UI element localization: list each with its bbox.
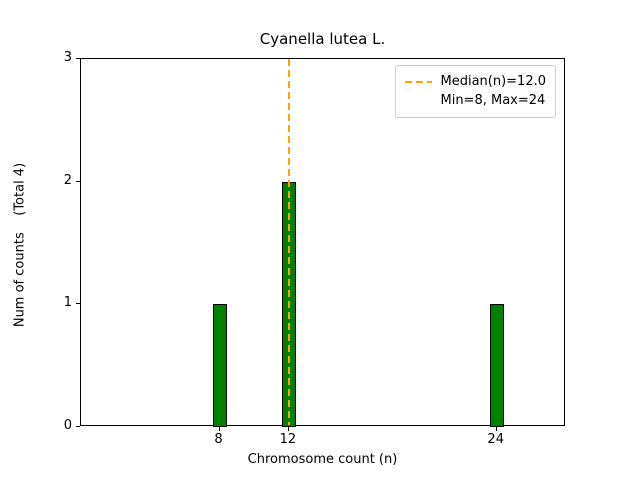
bar-n24 [489,304,504,427]
x-tick-12 [287,427,289,431]
y-tick-2 [76,180,80,182]
plot-area: Median(n)=12.0 Min=8, Max=24 [80,58,565,427]
legend-entry-minmax: Min=8, Max=24 [405,91,546,110]
median-dashed-line-sample [405,80,433,83]
legend-entry-median: Median(n)=12.0 [405,72,546,91]
x-axis-label: Chromosome count (n) [247,452,398,467]
median-line [287,59,290,425]
y-tick-3 [76,58,80,59]
y-tick-0 [76,426,80,427]
y-axis-label: Num of counts (Total 4) [12,162,28,328]
x-tick-label-24: 24 [487,432,504,447]
legend: Median(n)=12.0 Min=8, Max=24 [395,65,556,118]
y-tick-label-2: 2 [63,172,72,188]
y-tick-1 [76,303,80,305]
legend-sample-empty [405,100,432,102]
legend-label-minmax: Min=8, Max=24 [440,93,546,108]
chart-title: Cyanella lutea L. [259,30,386,48]
bar-n8 [212,304,227,427]
legend-label-median: Median(n)=12.0 [440,74,546,89]
x-tick-24 [495,427,497,431]
y-tick-label-1: 1 [63,295,72,311]
x-tick-label-12: 12 [279,432,297,447]
y-tick-label-3: 3 [63,50,72,65]
y-tick-label-0: 0 [63,418,72,433]
x-tick-8 [218,427,220,431]
x-tick-label-8: 8 [214,432,223,447]
